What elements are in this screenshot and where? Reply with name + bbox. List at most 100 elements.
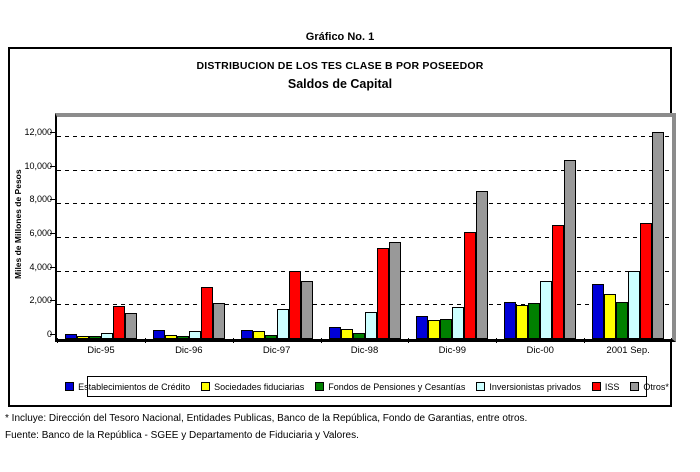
bar-fondos-de-pensiones-y-cesant-as: [352, 333, 365, 339]
y-axis-tick-mark: [50, 132, 55, 133]
bar-inversionistas-privados: [628, 271, 641, 339]
legend-swatch-icon: [476, 382, 486, 391]
bar-inversionistas-privados: [364, 312, 377, 339]
legend-label: Otros*: [643, 381, 669, 392]
bar-establecimientos-de-cr-dito: [240, 330, 253, 339]
bar-inversionistas-privados: [276, 309, 289, 339]
y-axis-label: 10,000: [24, 160, 52, 171]
legend-item: ISS: [591, 381, 620, 392]
gridline: [57, 304, 672, 306]
bar-sociedades-fiduciarias: [164, 335, 177, 339]
y-axis-label: 0: [10, 329, 52, 339]
gridline: [57, 270, 672, 272]
x-axis-label: Dic-00: [526, 345, 554, 356]
chart-frame: DISTRIBUCION DE LOS TES CLASE B POR POSE…: [8, 47, 676, 407]
bar-inversionistas-privados: [100, 333, 113, 339]
legend-label: Establecimientos de Crédito: [78, 381, 191, 392]
chart-subtitle: Saldos de Capital: [287, 77, 393, 91]
y-axis-tick-mark: [50, 165, 55, 167]
bar-iss: [200, 287, 213, 339]
legend-label: ISS: [604, 381, 620, 392]
y-axis-tick-mark: [50, 233, 55, 234]
bar-group: [496, 117, 584, 339]
gridline: [57, 169, 672, 171]
legend-label: Sociedades fiduciarias: [214, 381, 305, 392]
bar-group: [233, 117, 321, 339]
bar-establecimientos-de-cr-dito: [64, 334, 77, 339]
gridline: [57, 203, 672, 205]
gridline: [57, 237, 672, 238]
bar-otros: [652, 132, 665, 339]
bar-fondos-de-pensiones-y-cesant-as: [176, 336, 189, 339]
x-axis-label: Dic-95: [87, 345, 115, 356]
bar-sociedades-fiduciarias: [516, 305, 529, 339]
legend-item: Inversionistas privados: [476, 382, 581, 392]
bar-establecimientos-de-cr-dito: [504, 302, 517, 339]
legend-swatch-icon: [630, 382, 640, 391]
bar-inversionistas-privados: [188, 331, 201, 339]
bar-sociedades-fiduciarias: [252, 331, 265, 339]
page-heading: Gráfico No. 1: [305, 31, 375, 43]
bar-iss: [552, 225, 565, 339]
bar-iss: [376, 248, 389, 339]
x-axis-tick-mark: [408, 338, 409, 343]
bar-establecimientos-de-cr-dito: [416, 316, 429, 339]
legend-label: Fondos de Pensiones y Cesantías: [328, 381, 466, 392]
y-axis-label: 4,000: [29, 261, 52, 272]
x-axis-tick-mark: [321, 338, 322, 343]
legend-swatch-icon: [315, 382, 325, 391]
y-axis-tick-mark: [50, 199, 55, 201]
bar-fondos-de-pensiones-y-cesant-as: [88, 336, 101, 339]
x-axis-label: 2001 Sep.: [606, 345, 650, 356]
x-axis-tick-mark: [233, 338, 234, 343]
y-axis-tick-mark: [50, 300, 55, 302]
legend-item: Sociedades fiduciarias: [201, 382, 304, 392]
bar-establecimientos-de-cr-dito: [152, 330, 165, 339]
bar-establecimientos-de-cr-dito: [328, 327, 341, 339]
legend-label: Inversionistas privados: [489, 381, 581, 392]
bar-fondos-de-pensiones-y-cesant-as: [264, 335, 277, 339]
legend-item: Establecimientos de Crédito: [65, 382, 190, 392]
bar-iss: [288, 271, 301, 339]
legend-item: Fondos de Pensiones y Cesantías: [315, 382, 465, 392]
x-axis-tick-mark: [145, 338, 146, 343]
bar-group: [584, 117, 672, 339]
bar-group: [145, 117, 233, 339]
x-axis-tick-mark: [584, 338, 585, 343]
bar-fondos-de-pensiones-y-cesant-as: [616, 302, 629, 339]
chart-title: DISTRIBUCION DE LOS TES CLASE B POR POSE…: [196, 60, 484, 72]
legend-swatch-icon: [591, 382, 601, 391]
legend-swatch-icon: [201, 382, 211, 391]
gridline: [57, 136, 672, 137]
bar-sociedades-fiduciarias: [340, 329, 353, 339]
x-axis-labels: Dic-95 Dic-96 Dic-97 Dic-98 Dic-99 Dic-00 2001…: [57, 345, 672, 356]
y-axis-tick-mark: [50, 334, 55, 335]
bar-otros: [388, 242, 401, 339]
x-axis-label: Dic-96: [175, 345, 203, 356]
x-axis-ticks: [57, 338, 672, 343]
bar-fondos-de-pensiones-y-cesant-as: [528, 303, 541, 339]
x-axis-label: Dic-98: [350, 345, 379, 356]
y-axis-label: 8,000: [29, 194, 52, 205]
bar-iss: [464, 232, 477, 339]
bar-fondos-de-pensiones-y-cesant-as: [440, 319, 453, 339]
y-axis-labels: 0 2,000 4,000 6,000 8,000 10,000 12,000: [10, 113, 52, 339]
y-axis-label: 6,000: [29, 228, 52, 238]
bar-iss: [112, 306, 125, 339]
bar-inversionistas-privados: [452, 307, 465, 339]
y-axis-tick-mark: [50, 266, 55, 268]
x-axis-label: Dic-99: [438, 345, 467, 356]
bar-groups: [57, 117, 672, 339]
bar-otros: [300, 281, 313, 339]
y-axis-label: 12,000: [24, 127, 52, 137]
footnote-include: * Incluye: Dirección del Tesoro Nacional…: [5, 413, 528, 424]
bar-sociedades-fiduciarias: [604, 294, 617, 339]
legend: Establecimientos de Crédito Sociedades fi…: [65, 376, 669, 397]
x-axis-tick-mark: [57, 338, 58, 343]
bar-group: [408, 117, 496, 339]
x-axis-tick-mark: [671, 338, 672, 343]
bar-establecimientos-de-cr-dito: [592, 284, 605, 339]
bar-sociedades-fiduciarias: [428, 320, 441, 339]
bar-inversionistas-privados: [540, 281, 553, 339]
